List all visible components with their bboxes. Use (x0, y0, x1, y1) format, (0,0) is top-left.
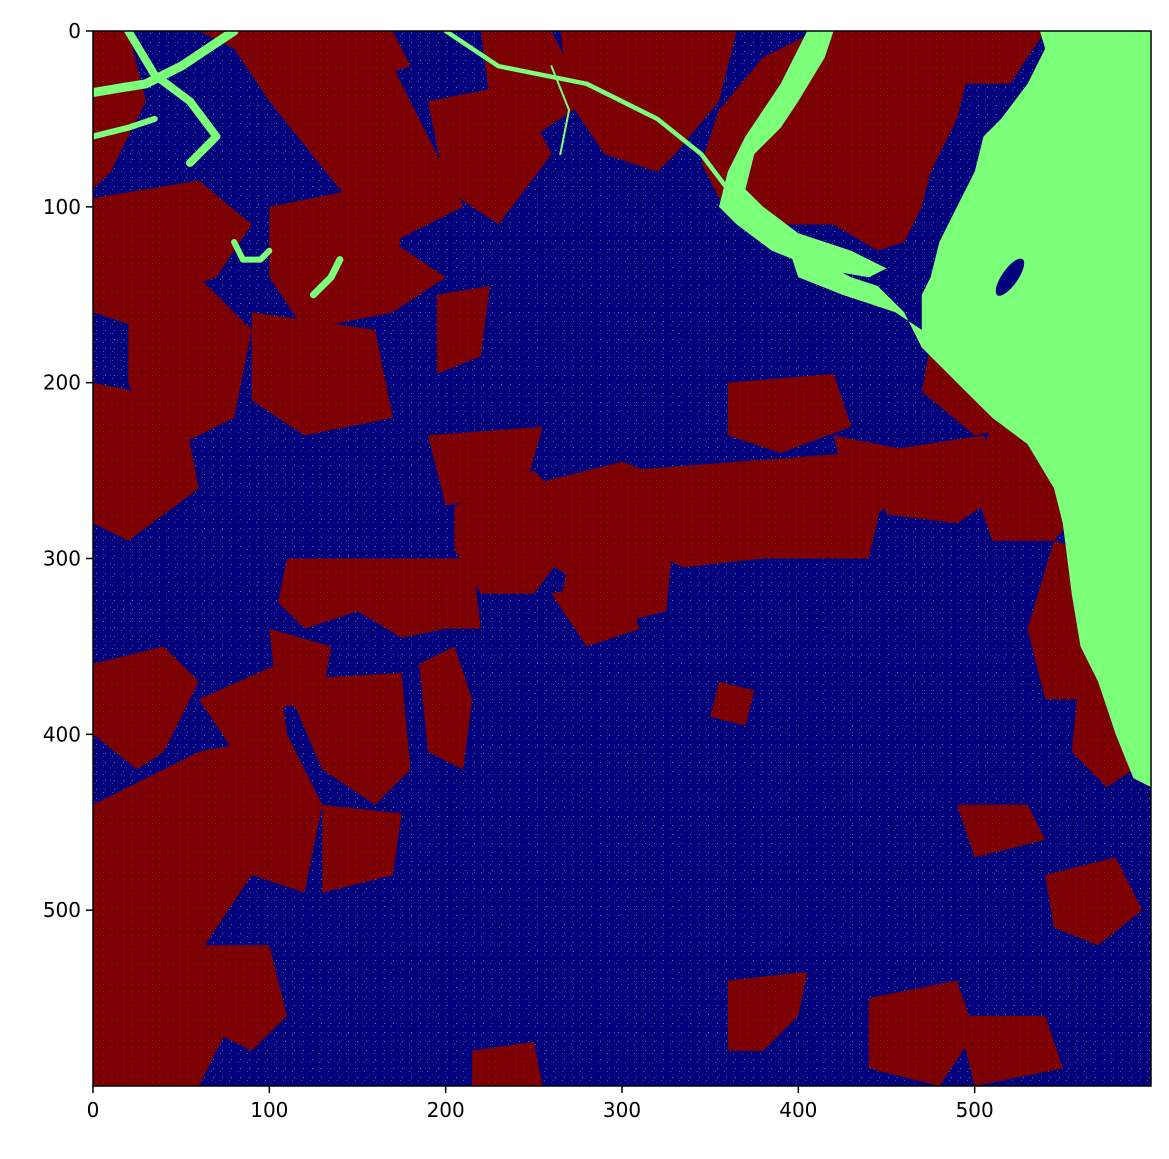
y-axis: 0 100 200 300 400 500 (43, 19, 93, 922)
heatmap-region-class2-pond-a (231, 239, 273, 263)
heatmap-region-class2-river-east (719, 31, 887, 278)
y-tick-label: 500 (43, 898, 81, 922)
x-tick-label: 0 (87, 1098, 100, 1122)
heatmap-region-class2-sea (789, 31, 1151, 788)
heatmap-region-class2-creek (124, 31, 221, 167)
x-axis: 0 100 200 300 400 500 (87, 1086, 994, 1122)
x-tick-label: 400 (779, 1098, 817, 1122)
heatmap-region-class2-river-main (443, 31, 739, 210)
heatmap-region-class1-lake (995, 258, 1025, 296)
y-tick-label: 400 (43, 722, 81, 746)
heatmap-region-class2-stream (550, 65, 571, 156)
heatmap-region-class2-river-west (93, 31, 239, 97)
x-tick-label: 200 (427, 1098, 465, 1122)
y-tick-label: 300 (43, 547, 81, 571)
heatmap-region-class2-inlet (93, 115, 158, 140)
y-tick-label: 200 (43, 371, 81, 395)
heatmap-regions (93, 31, 1151, 1086)
heatmap-region-class2-pond-b (309, 256, 344, 299)
x-tick-label: 500 (956, 1098, 994, 1122)
x-tick-label: 100 (250, 1098, 288, 1122)
y-tick-label: 100 (43, 195, 81, 219)
y-tick-label: 0 (68, 19, 81, 43)
x-tick-label: 300 (603, 1098, 641, 1122)
